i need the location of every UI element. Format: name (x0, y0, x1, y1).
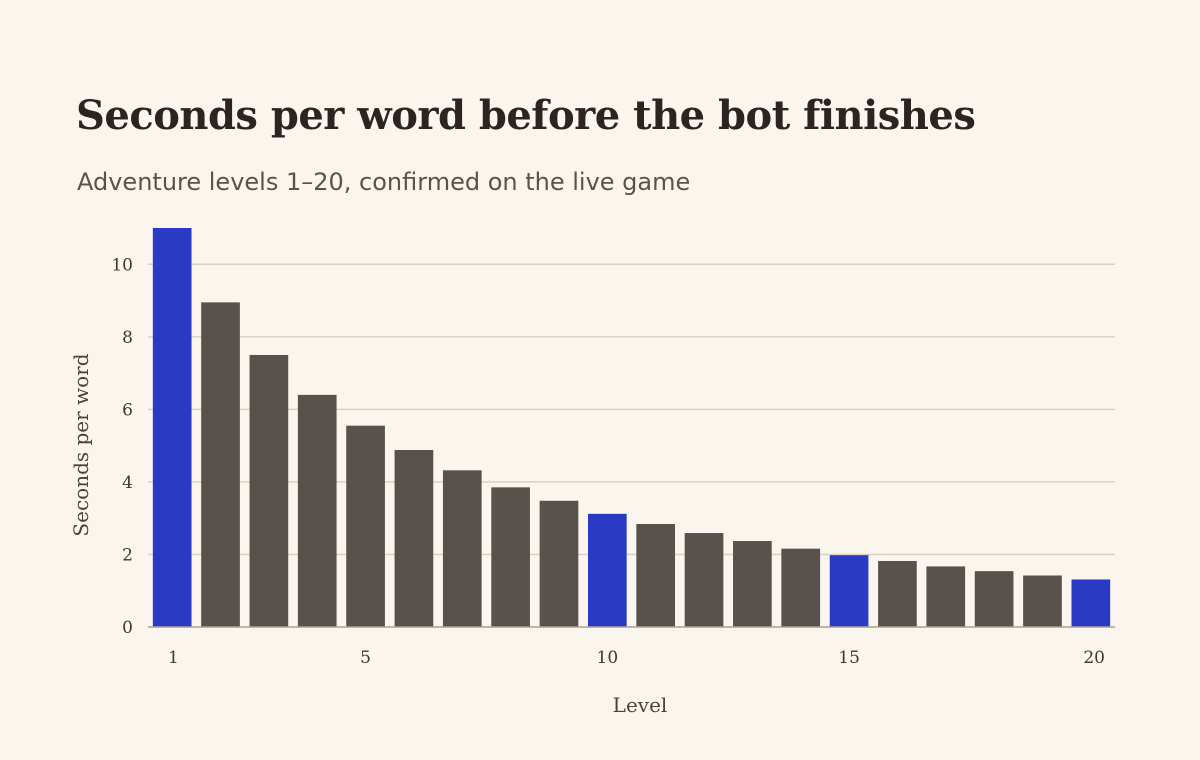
bar-level-1 (152, 228, 192, 627)
x-tick-label: 10 (597, 648, 619, 668)
x-tick-label: 15 (838, 648, 860, 668)
y-tick-label: 10 (111, 255, 133, 275)
bar-level-11 (636, 523, 676, 627)
bar-level-13 (733, 541, 772, 627)
bar-level-15 (829, 555, 869, 627)
bar-level-20 (1071, 579, 1111, 627)
y-tick-label: 0 (122, 618, 133, 638)
bar-level-8 (491, 487, 530, 627)
x-tick-label: 1 (168, 648, 179, 668)
x-tick-label: 20 (1083, 648, 1105, 668)
bar-level-18 (974, 571, 1014, 627)
bars (152, 228, 1111, 627)
bar-level-3 (249, 354, 289, 627)
chart-subtitle: Adventure levels 1–20, confirmed on the … (77, 168, 691, 196)
bar-level-9 (539, 500, 579, 627)
chart-title: Seconds per word before the bot finishes (76, 92, 976, 139)
bar-level-19 (1023, 575, 1062, 627)
y-tick-label: 6 (122, 400, 133, 420)
bar-level-5 (346, 425, 385, 627)
gridlines (148, 263, 1115, 556)
bar-level-6 (394, 449, 434, 627)
bar-level-10 (587, 513, 627, 627)
y-axis-title: Seconds per word (69, 353, 93, 536)
y-tick-label: 8 (122, 328, 133, 348)
bar-level-2 (201, 302, 240, 627)
bar-level-4 (297, 394, 337, 627)
bar-level-17 (926, 566, 966, 627)
x-tick-label: 5 (360, 648, 371, 668)
bar-level-14 (781, 548, 821, 627)
bar-level-16 (878, 560, 917, 627)
x-axis-title: Level (613, 693, 668, 717)
bar-level-7 (442, 470, 482, 627)
y-tick-label: 4 (122, 473, 133, 493)
y-tick-label: 2 (122, 545, 133, 565)
bar-level-12 (684, 533, 724, 627)
